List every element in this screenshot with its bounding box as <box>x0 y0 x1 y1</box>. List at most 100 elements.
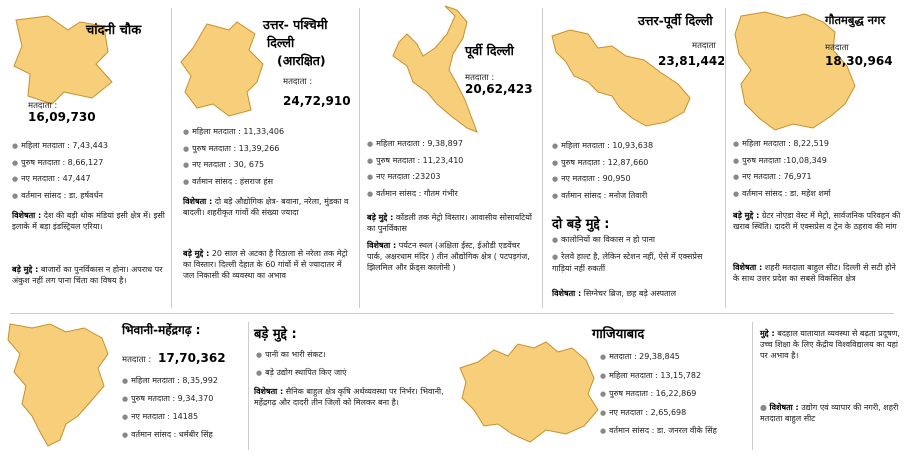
east-voters-label: मतदाता : <box>465 73 495 83</box>
stat-item: महिला मतदाता : 10,93,638 <box>552 138 653 155</box>
bhiwani-feature: विशेषता : सैनिक बाहुल क्षेत्र कृषि अर्थव… <box>254 386 448 408</box>
panel-bhiwani-details: बड़े मुद्दे : पानी का भारी संकट। बड़े उद… <box>252 316 452 455</box>
northwest-title-line1: उत्तर- पश्चिमी <box>263 17 328 32</box>
gautam-feature: विशेषता : शहरी मतदाता बाहुल सीट। दिल्ली … <box>733 262 901 284</box>
northwest-feature: विशेषता : दो बड़े औद्योगिक क्षेत्र- बवान… <box>183 196 355 218</box>
issues-label: बड़े मुद्दे : <box>733 211 760 220</box>
stat-item: पुरुष मतदाता : 11,23,410 <box>367 153 463 170</box>
feature-text: सैनिक बाहुल क्षेत्र कृषि अर्थव्यवस्था पर… <box>254 387 444 407</box>
northwest-title-line3: (आरक्षित) <box>277 53 326 68</box>
bhiwani-mahendragarh-map <box>7 323 109 447</box>
chandni-voters: 16,09,730 <box>28 110 96 124</box>
stat-item: पुरुष मतदाता : 13,39,266 <box>183 141 284 158</box>
east-stats: महिला मतदाता : 9,38,897 पुरुष मतदाता : 1… <box>367 136 463 202</box>
northeast-voters: 23,81,442 <box>658 54 724 68</box>
northwest-stats: महिला मतदाता : 11,33,406 पुरुष मतदाता : … <box>183 124 284 190</box>
panel-ghaziabad: गाजियाबाद मतदाता : 29,38,845 महिला मतदात… <box>452 316 752 455</box>
issues-label: बड़े मुद्दे : <box>12 265 39 274</box>
issues-text: बाजारों का पुनर्विकास न होना। अपराध पर अ… <box>12 265 163 285</box>
northeast-title: उत्तर-पूर्वी दिल्ली <box>638 13 713 28</box>
east-issues: बड़े मुद्दे : कोंडली तक मेट्रो विस्तार। … <box>367 212 535 234</box>
stat-item: मतदाता : 29,38,845 <box>600 348 717 367</box>
stat-item: नए मतदाता : 14185 <box>122 408 218 426</box>
feature-text: पर्यटन स्थल (अक्षिता ईस्ट, ईओडी एडवेंचर … <box>367 241 530 272</box>
bhiwani-stats: महिला मतदाता : 8,35,992 पुरुष मतदाता : 9… <box>122 372 218 444</box>
divider <box>752 322 753 450</box>
panel-east-delhi: पूर्वी दिल्ली मतदाता : 20,62,423 महिला म… <box>361 0 541 310</box>
stat-item: पुरुष मतदाता : 12,87,660 <box>552 155 653 172</box>
northeast-feature: विशेषता : सिग्नेचर ब्रिज, छह बड़े अस्पता… <box>552 288 722 299</box>
bhiwani-issues-heading: बड़े मुद्दे : <box>254 327 297 342</box>
stat-item: पुरुष मतदाता : 9,34,370 <box>122 390 218 408</box>
stat-item: महिला मतदाता : 9,38,897 <box>367 136 463 153</box>
east-voters: 20,62,423 <box>465 82 533 96</box>
horizontal-divider <box>10 313 894 314</box>
issue-item: कालोनियों का विकास न हो पाना <box>552 234 722 246</box>
stat-item: पुरुष मतदाता :10,08,349 <box>733 153 831 170</box>
panel-chandni-chowk: चांदनी चौक मतदाता : 16,09,730 महिला मतदा… <box>0 0 170 310</box>
ghaziabad-title: गाजियाबाद <box>592 327 645 342</box>
feature-label: विशेषता : <box>183 197 213 206</box>
east-delhi-map <box>392 5 478 133</box>
stat-item: महिला मतदाता : 13,15,782 <box>600 367 717 386</box>
stat-item: महिला मतदाता : 8,35,992 <box>122 372 218 390</box>
gautam-stats: महिला मतदाता : 8,22,519 पुरुष मतदाता :10… <box>733 136 831 202</box>
stat-item: वर्तमान सांसद : डा. हर्षवर्धन <box>12 188 108 205</box>
chandni-chowk-map <box>13 15 113 105</box>
bullet-icon: ● <box>760 403 767 412</box>
panel-ghaziabad-details: मुद्दे : बदहाल यातायात व्यवस्था से बढ़ता… <box>756 316 904 455</box>
bhiwani-title: भिवानी-महेंद्रगढ़ : <box>122 323 201 337</box>
panel-gautam-buddh-nagar: गौतमबुद्ध नगर मतदाता 18,30,964 महिला मतद… <box>727 0 904 310</box>
stat-item: वर्तमान सांसद : डा. महेश शर्मा <box>733 186 831 203</box>
bhiwani-voters-label: मतदाता : <box>122 355 152 365</box>
stat-item: महिला मतदाता : 7,43,443 <box>12 138 108 155</box>
feature-text: उद्योग एवं व्यापार की नगरी, शहरी मतदाता … <box>760 403 899 423</box>
stat-item: वर्तमान सांसद : मनोज तिवारी <box>552 188 653 205</box>
stat-item: नए मतदाता : 30, 675 <box>183 157 284 174</box>
stat-item: पुरुष मतदाता : 16,22,869 <box>600 385 717 404</box>
issues-label: मुद्दे : <box>760 329 775 338</box>
divider <box>725 8 726 308</box>
east-title: पूर्वी दिल्ली <box>465 43 514 58</box>
northeast-stats: महिला मतदाता : 10,93,638 पुरुष मतदाता : … <box>552 138 653 204</box>
issues-label: बड़े मुद्दे : <box>183 249 210 258</box>
feature-label: विशेषता : <box>367 241 397 250</box>
east-feature: विशेषता : पर्यटन स्थल (अक्षिता ईस्ट, ईओड… <box>367 240 535 273</box>
chandni-issues: बड़े मुद्दे : बाजारों का पुनर्विकास न हो… <box>12 264 166 286</box>
issue-item: पानी का भारी संकट। <box>256 346 347 364</box>
divider <box>359 8 360 308</box>
gautam-voters: 18,30,964 <box>825 54 893 68</box>
panel-northeast-delhi: उत्तर-पूर्वी दिल्ली मतदाता 23,81,442 महि… <box>544 0 724 310</box>
panel-bhiwani-mahendragarh: भिवानी-महेंद्रगढ़ : मतदाता : 17,70,362 म… <box>0 316 250 455</box>
northeast-delhi-map <box>551 29 691 127</box>
stat-item: वर्तमान सांसद : गौतम गंभीर <box>367 186 463 203</box>
bhiwani-issues: पानी का भारी संकट। बड़े उद्योग स्थापित क… <box>256 346 347 382</box>
northeast-voters-label: मतदाता <box>692 41 716 51</box>
issue-item: रेलवे हाल्ट है, लेकिन स्टेशन नहीं, ऐसे म… <box>552 251 722 274</box>
feature-label: विशेषता : <box>254 387 284 396</box>
feature-text: दो बड़े औद्योगिक क्षेत्र- बवाना, नरेला, … <box>183 197 349 217</box>
stat-item: वर्तमान सांसद : धर्मबीर सिंह <box>122 426 218 444</box>
feature-text: सिग्नेचर ब्रिज, छह बड़े अस्पताल <box>583 289 677 298</box>
feature-label: विशेषता : <box>769 403 799 412</box>
stat-item: नए मतदाता : 2,65,698 <box>600 404 717 423</box>
stat-item: नए मतदाता : 90,950 <box>552 171 653 188</box>
stat-item: वर्तमान सांसद : हंसराज हंस <box>183 174 284 191</box>
stat-item: महिला मतदाता : 8,22,519 <box>733 136 831 153</box>
panel-northwest-delhi: उत्तर- पश्चिमी दिल्ली (आरक्षित) मतदाता :… <box>173 0 358 310</box>
chandni-voters-label: मतदाता : <box>28 101 58 111</box>
divider <box>171 8 172 308</box>
gautam-voters-label: मतदाता <box>825 43 849 53</box>
issues-text: कोंडली तक मेट्रो विस्तार। आवासीय सोसायटि… <box>367 213 532 233</box>
issues-text: ग्रेटर नोएडा वेस्ट में मेट्रो, सार्वजनिक… <box>733 211 901 231</box>
ghaziabad-issues: मुद्दे : बदहाल यातायात व्यवस्था से बढ़ता… <box>760 328 900 361</box>
divider <box>248 322 249 450</box>
stat-item: नए मतदाता : 76,971 <box>733 169 831 186</box>
northwest-delhi-map <box>180 21 264 117</box>
chandni-stats: महिला मतदाता : 7,43,443 पुरुष मतदाता : 8… <box>12 138 108 204</box>
ghaziabad-stats: मतदाता : 29,38,845 महिला मतदाता : 13,15,… <box>600 348 717 441</box>
ghaziabad-feature: ● विशेषता : उद्योग एवं व्यापार की नगरी, … <box>760 402 900 424</box>
northwest-voters: 24,72,910 <box>283 94 351 108</box>
issues-text: 20 साल से अटका है रिठाला से नरेला तक मेट… <box>183 249 348 280</box>
bhiwani-voters: 17,70,362 <box>158 351 226 365</box>
